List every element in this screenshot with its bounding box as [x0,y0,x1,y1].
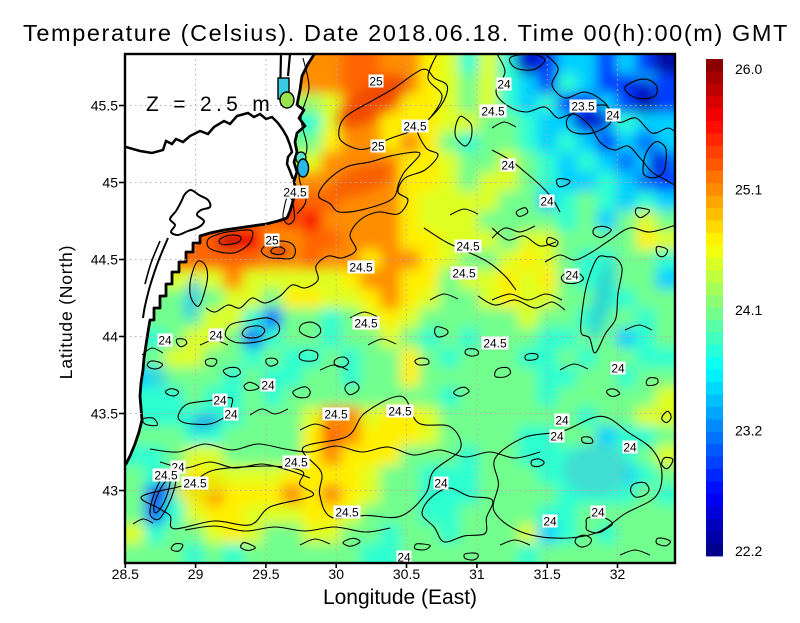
svg-text:Z = 2.5 m: Z = 2.5 m [146,93,274,116]
svg-text:24.5: 24.5 [154,469,178,483]
svg-text:43: 43 [102,483,118,499]
svg-text:24.5: 24.5 [452,267,476,281]
svg-text:31: 31 [469,566,485,582]
svg-text:30: 30 [328,566,344,582]
svg-text:24: 24 [540,195,554,209]
svg-text:24: 24 [565,269,579,283]
svg-text:25: 25 [369,75,383,89]
svg-text:24: 24 [213,394,227,408]
svg-text:24.5: 24.5 [335,506,359,520]
svg-text:24.5: 24.5 [388,405,412,419]
svg-text:45.5: 45.5 [91,98,118,114]
svg-text:Temperature (Celsius). Date 20: Temperature (Celsius). Date 2018.06.18. … [23,20,789,46]
svg-text:25: 25 [371,140,385,154]
svg-text:24: 24 [434,477,448,491]
svg-text:24: 24 [591,506,605,520]
svg-text:32: 32 [610,566,626,582]
svg-text:24.5: 24.5 [483,337,507,351]
svg-text:29.5: 29.5 [252,566,279,582]
svg-text:24: 24 [623,441,637,455]
svg-text:24.5: 24.5 [324,408,348,422]
svg-text:23.2: 23.2 [735,423,762,439]
svg-text:25: 25 [265,234,279,248]
svg-text:24.5: 24.5 [283,186,307,200]
svg-text:25.1: 25.1 [735,182,762,198]
svg-text:28.5: 28.5 [112,566,139,582]
svg-text:24.5: 24.5 [481,105,505,119]
svg-text:24.5: 24.5 [183,477,207,491]
svg-text:30.5: 30.5 [393,566,420,582]
svg-text:Longitude (East): Longitude (East) [323,586,477,609]
svg-text:24: 24 [158,334,172,348]
svg-text:24: 24 [606,109,620,123]
svg-text:24: 24 [497,78,511,92]
svg-text:24.5: 24.5 [354,317,378,331]
svg-text:24.5: 24.5 [456,240,480,254]
svg-text:24.5: 24.5 [349,261,373,275]
svg-text:24: 24 [209,329,223,343]
svg-text:24.1: 24.1 [735,302,762,318]
svg-text:24: 24 [611,362,625,376]
svg-text:45: 45 [102,175,118,191]
svg-text:24: 24 [501,159,515,173]
svg-text:43.5: 43.5 [91,406,118,422]
svg-text:24: 24 [397,551,411,565]
svg-text:31.5: 31.5 [534,566,561,582]
svg-text:24: 24 [555,414,569,428]
svg-text:24: 24 [224,408,238,422]
svg-text:24.5: 24.5 [403,120,427,134]
svg-text:24: 24 [550,430,564,444]
svg-text:23.5: 23.5 [571,100,595,114]
svg-text:24.5: 24.5 [284,456,308,470]
svg-text:26.0: 26.0 [735,61,762,77]
svg-text:29: 29 [188,566,204,582]
svg-text:24: 24 [543,515,557,529]
svg-text:Latitude (North): Latitude (North) [56,245,76,379]
svg-text:22.2: 22.2 [735,543,762,559]
svg-text:44: 44 [102,329,118,345]
svg-text:24: 24 [261,379,275,393]
svg-text:44.5: 44.5 [91,252,118,268]
